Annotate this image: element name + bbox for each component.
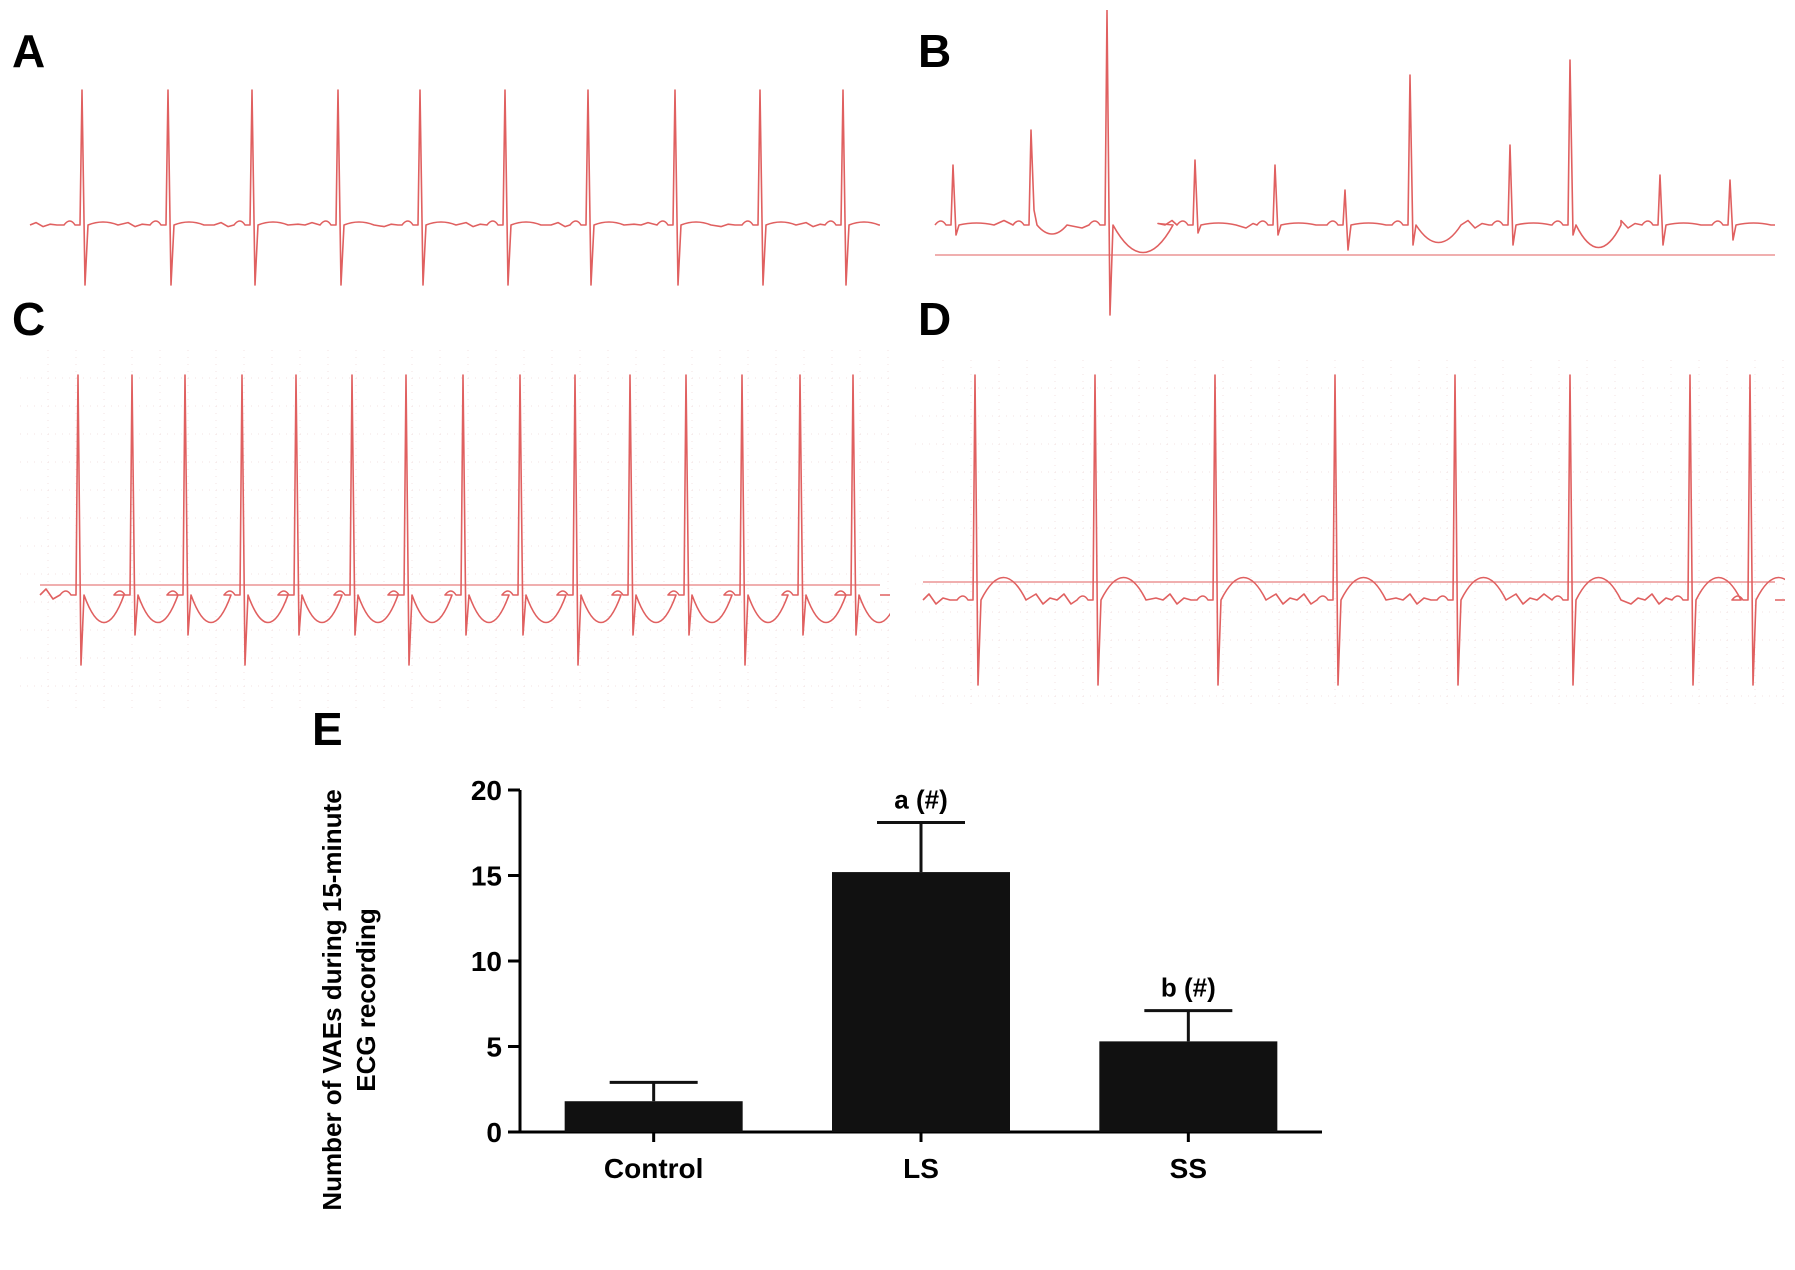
ecg-grid <box>20 350 890 710</box>
ecg-grid <box>915 360 1785 710</box>
panel-label-a: A <box>12 25 46 77</box>
panel-label-d: D <box>918 293 952 345</box>
ecg-trace-a <box>29 89 880 286</box>
ecg-waveform <box>922 374 1785 686</box>
vae-bar-chart: 0 5 10 15 20 Control LS a (#) SS b (#) <box>471 775 1322 1184</box>
ecg-trace-c <box>20 350 890 710</box>
panel-label-e: E <box>312 703 343 755</box>
panel-label-c: C <box>12 293 46 345</box>
ecg-waveform <box>39 374 890 666</box>
x-tick-label: Control <box>604 1153 704 1184</box>
bar-ss <box>1099 1041 1278 1132</box>
y-tick-label: 20 <box>471 775 502 806</box>
panel-label-b: B <box>918 25 952 77</box>
bar-ls <box>832 872 1010 1132</box>
ecg-trace-d <box>915 360 1785 710</box>
y-tick-label: 5 <box>486 1032 502 1063</box>
y-axis-label: Number of VAEs during 15-minute ECG reco… <box>317 789 381 1211</box>
x-tick-label: SS <box>1170 1153 1207 1184</box>
significance-label: b (#) <box>1161 973 1216 1003</box>
y-tick-label: 0 <box>486 1117 502 1148</box>
ecg-waveform <box>29 89 880 286</box>
y-tick-label: 10 <box>471 946 502 977</box>
x-tick-label: LS <box>903 1153 939 1184</box>
ecg-waveform <box>934 10 1775 316</box>
bar-control <box>564 1101 743 1132</box>
ecg-trace-b <box>934 10 1775 316</box>
y-tick-label: 15 <box>471 861 502 892</box>
significance-label: a (#) <box>894 784 947 814</box>
